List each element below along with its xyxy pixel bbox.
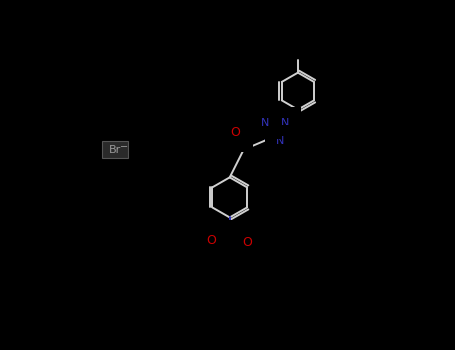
- Text: Br: Br: [109, 145, 121, 155]
- FancyBboxPatch shape: [102, 141, 128, 158]
- Text: −: −: [120, 142, 128, 152]
- Text: O: O: [242, 236, 252, 248]
- Text: O: O: [230, 126, 240, 139]
- Text: N: N: [261, 118, 269, 128]
- Text: N: N: [281, 118, 290, 128]
- Text: N: N: [226, 229, 233, 239]
- Text: N: N: [276, 136, 284, 146]
- Text: O: O: [206, 234, 216, 247]
